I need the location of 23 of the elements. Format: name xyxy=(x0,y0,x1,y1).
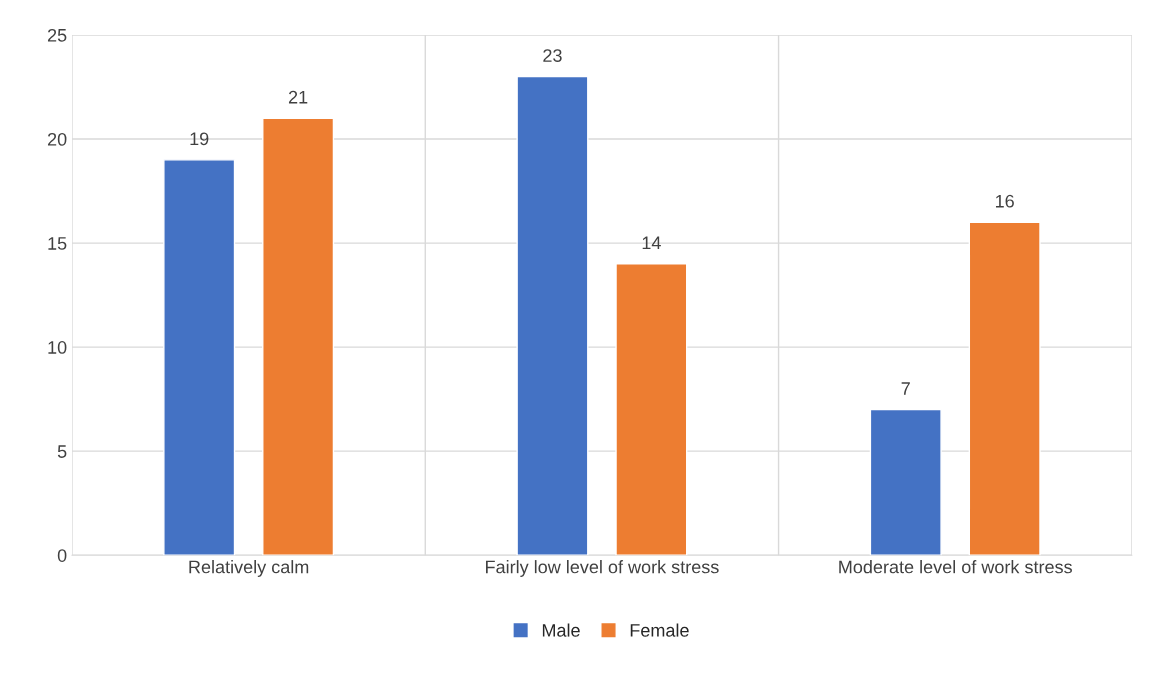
x-tick-label: Fairly low level of work stress xyxy=(486,560,719,577)
y-tick-label: 20 xyxy=(47,132,67,146)
data-label: 16 xyxy=(996,194,1014,208)
bar xyxy=(163,159,236,556)
y-tick-label: 10 xyxy=(48,341,67,354)
x-tick-label: Moderate level of work stress xyxy=(839,560,1072,574)
legend-label: Male xyxy=(542,623,580,637)
bar xyxy=(262,117,335,556)
bar xyxy=(615,263,688,556)
data-label: 21 xyxy=(288,90,308,104)
y-tick-label: 0 xyxy=(57,549,67,562)
y-tick-label: 15 xyxy=(48,237,67,250)
data-label: 14 xyxy=(642,236,661,250)
y-tick-label: 25 xyxy=(47,28,67,42)
bar xyxy=(968,221,1041,556)
bar xyxy=(869,408,942,556)
x-tick-label: Relatively calm xyxy=(189,560,309,577)
data-label: 23 xyxy=(543,49,562,62)
data-label: 19 xyxy=(190,132,209,146)
legend-label: Female xyxy=(630,623,689,637)
data-label: 7 xyxy=(901,382,910,395)
bar xyxy=(516,75,589,556)
y-tick-label: 5 xyxy=(57,445,67,458)
